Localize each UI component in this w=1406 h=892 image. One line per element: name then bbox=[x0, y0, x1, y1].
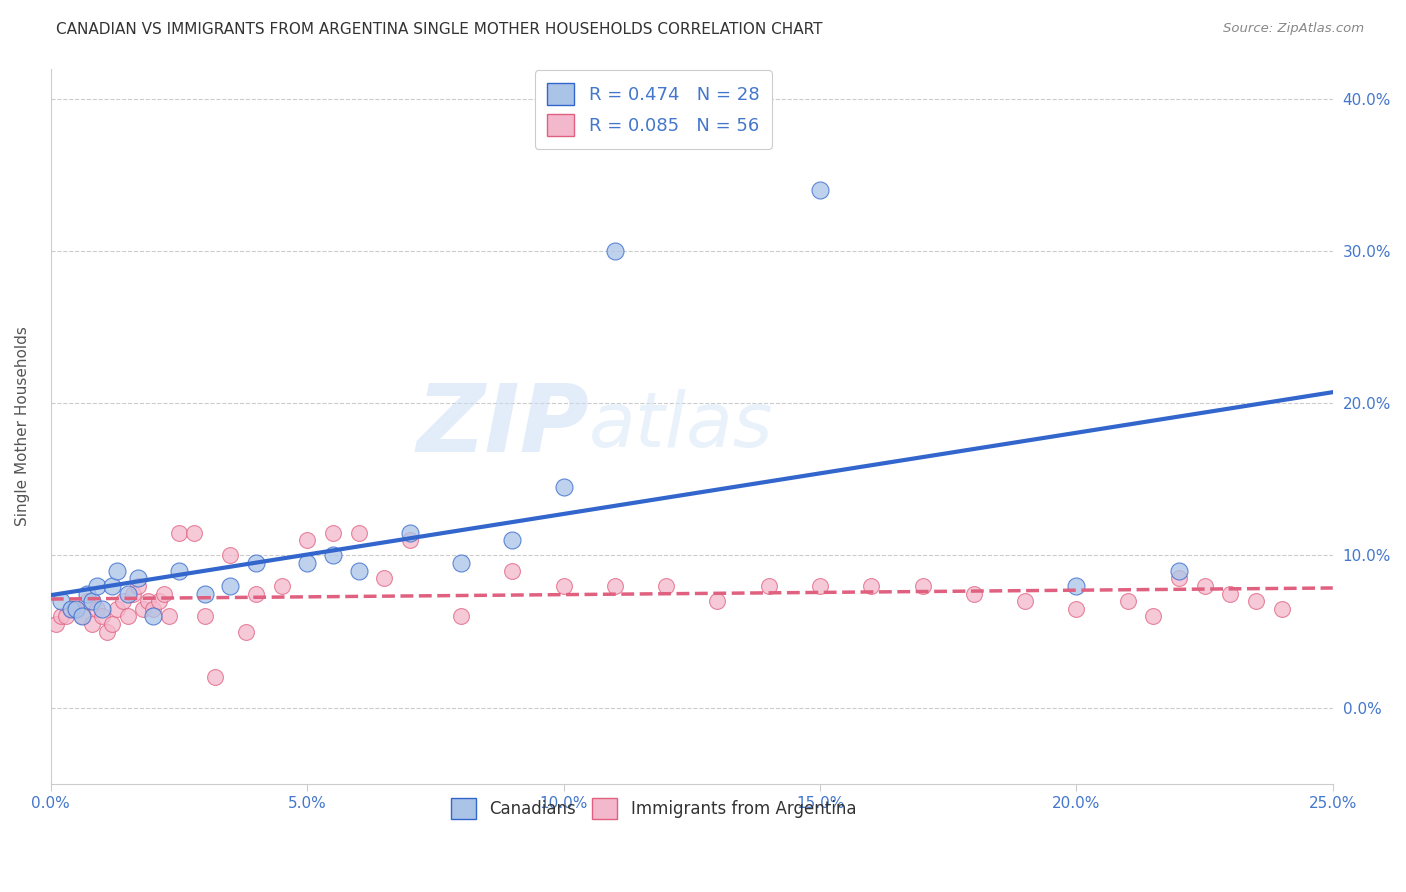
Point bbox=[270, 579, 292, 593]
Point bbox=[111, 594, 134, 608]
Point bbox=[1014, 594, 1036, 608]
Point bbox=[322, 525, 344, 540]
Point bbox=[142, 609, 165, 624]
Text: ZIP: ZIP bbox=[416, 380, 589, 472]
Point bbox=[204, 670, 226, 684]
Point bbox=[142, 601, 165, 615]
Point bbox=[1270, 601, 1292, 615]
Point bbox=[245, 556, 267, 570]
Point bbox=[808, 183, 831, 197]
Point bbox=[76, 586, 98, 600]
Point bbox=[501, 564, 523, 578]
Point bbox=[245, 586, 267, 600]
Text: CANADIAN VS IMMIGRANTS FROM ARGENTINA SINGLE MOTHER HOUSEHOLDS CORRELATION CHART: CANADIAN VS IMMIGRANTS FROM ARGENTINA SI… bbox=[56, 22, 823, 37]
Point bbox=[322, 549, 344, 563]
Point bbox=[398, 533, 420, 548]
Text: Source: ZipAtlas.com: Source: ZipAtlas.com bbox=[1223, 22, 1364, 36]
Point bbox=[603, 244, 626, 259]
Point bbox=[136, 594, 159, 608]
Point bbox=[65, 601, 87, 615]
Point bbox=[91, 609, 114, 624]
Point bbox=[101, 579, 124, 593]
Point bbox=[60, 601, 83, 615]
Point bbox=[297, 533, 319, 548]
Point bbox=[373, 571, 395, 585]
Point bbox=[107, 564, 129, 578]
Point bbox=[1219, 586, 1241, 600]
Point bbox=[347, 564, 370, 578]
Point bbox=[96, 624, 118, 639]
Point bbox=[76, 594, 98, 608]
Point bbox=[758, 579, 780, 593]
Point bbox=[1142, 609, 1164, 624]
Point bbox=[49, 609, 72, 624]
Point bbox=[122, 586, 145, 600]
Point bbox=[1066, 579, 1088, 593]
Point bbox=[49, 594, 72, 608]
Point bbox=[235, 624, 257, 639]
Point bbox=[107, 601, 129, 615]
Point bbox=[167, 525, 190, 540]
Point bbox=[1168, 571, 1191, 585]
Point bbox=[1168, 564, 1191, 578]
Point bbox=[963, 586, 986, 600]
Point bbox=[655, 579, 678, 593]
Point bbox=[860, 579, 883, 593]
Point bbox=[101, 616, 124, 631]
Point bbox=[450, 609, 472, 624]
Point bbox=[148, 594, 170, 608]
Text: atlas: atlas bbox=[589, 389, 773, 463]
Point bbox=[65, 601, 87, 615]
Point bbox=[194, 586, 217, 600]
Point bbox=[117, 609, 139, 624]
Point bbox=[86, 579, 108, 593]
Point bbox=[501, 533, 523, 548]
Point bbox=[194, 609, 217, 624]
Point bbox=[1194, 579, 1216, 593]
Point bbox=[80, 616, 103, 631]
Point bbox=[70, 609, 93, 624]
Point bbox=[219, 579, 242, 593]
Point bbox=[553, 480, 575, 494]
Point bbox=[45, 616, 67, 631]
Legend: Canadians, Immigrants from Argentina: Canadians, Immigrants from Argentina bbox=[444, 792, 863, 825]
Point bbox=[219, 549, 242, 563]
Point bbox=[1116, 594, 1139, 608]
Point bbox=[157, 609, 180, 624]
Point bbox=[70, 609, 93, 624]
Point bbox=[55, 609, 77, 624]
Point bbox=[86, 601, 108, 615]
Point bbox=[398, 525, 420, 540]
Point bbox=[911, 579, 934, 593]
Point bbox=[183, 525, 205, 540]
Point bbox=[553, 579, 575, 593]
Point bbox=[127, 579, 149, 593]
Point bbox=[132, 601, 155, 615]
Point bbox=[1244, 594, 1267, 608]
Point bbox=[450, 556, 472, 570]
Point bbox=[60, 601, 83, 615]
Point bbox=[297, 556, 319, 570]
Point bbox=[152, 586, 174, 600]
Point bbox=[706, 594, 728, 608]
Point bbox=[117, 586, 139, 600]
Point bbox=[127, 571, 149, 585]
Point bbox=[347, 525, 370, 540]
Point bbox=[80, 594, 103, 608]
Point bbox=[91, 601, 114, 615]
Y-axis label: Single Mother Households: Single Mother Households bbox=[15, 326, 30, 526]
Point bbox=[1066, 601, 1088, 615]
Point bbox=[167, 564, 190, 578]
Point bbox=[603, 579, 626, 593]
Point bbox=[808, 579, 831, 593]
